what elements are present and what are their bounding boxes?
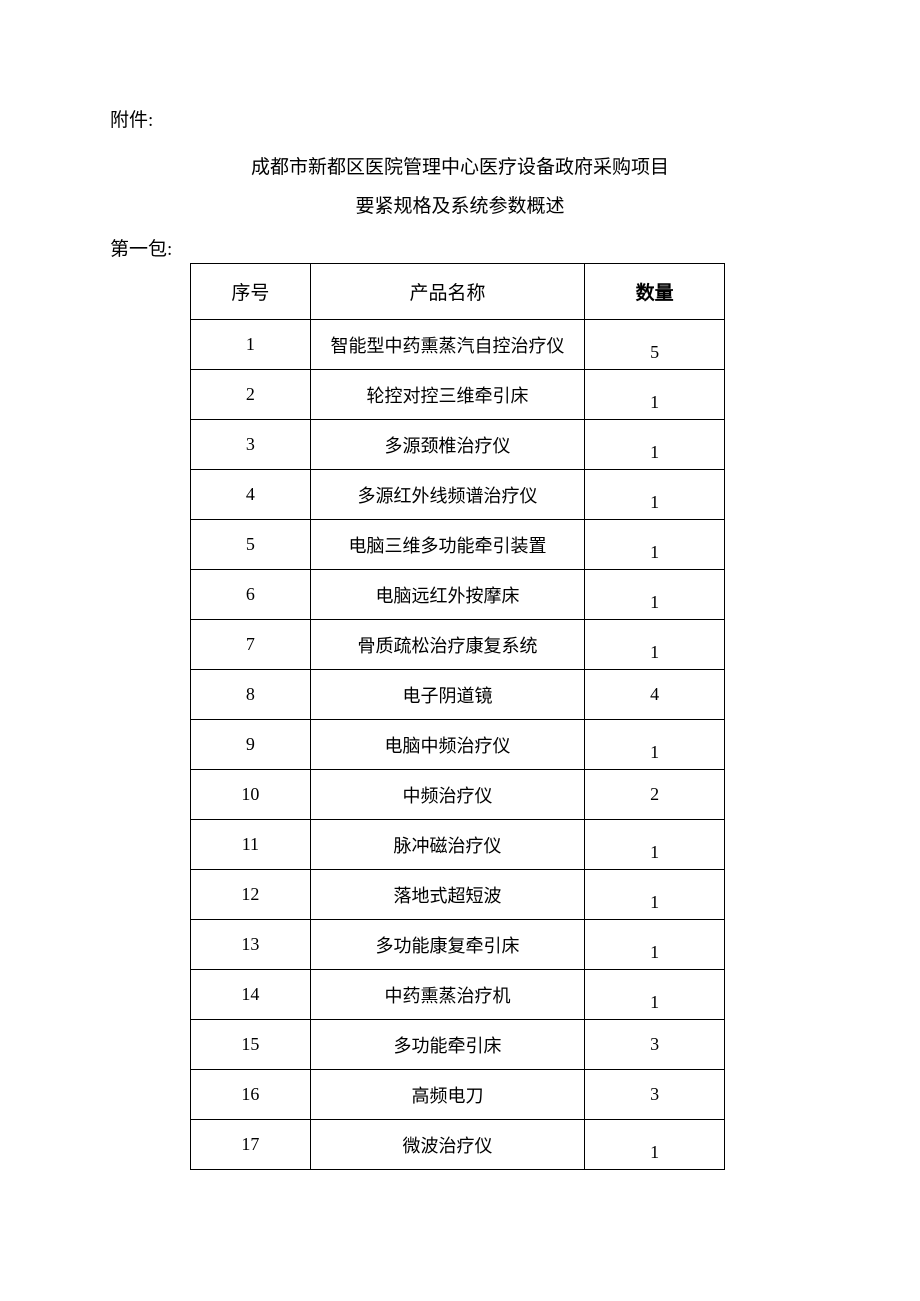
cell-qty: 1 <box>585 870 725 920</box>
cell-qty: 1 <box>585 620 725 670</box>
cell-name: 电脑中频治疗仪 <box>310 720 584 770</box>
cell-seq: 13 <box>191 920 311 970</box>
cell-qty: 1 <box>585 1120 725 1170</box>
cell-seq: 2 <box>191 370 311 420</box>
cell-qty: 3 <box>585 1020 725 1070</box>
cell-name: 骨质疏松治疗康复系统 <box>310 620 584 670</box>
cell-seq: 16 <box>191 1070 311 1120</box>
cell-qty: 1 <box>585 520 725 570</box>
cell-seq: 6 <box>191 570 311 620</box>
cell-name: 多源红外线频谱治疗仪 <box>310 470 584 520</box>
table-row: 3多源颈椎治疗仪1 <box>191 420 725 470</box>
cell-name: 轮控对控三维牵引床 <box>310 370 584 420</box>
cell-qty: 2 <box>585 770 725 820</box>
table-row: 11脉冲磁治疗仪1 <box>191 820 725 870</box>
cell-qty: 5 <box>585 320 725 370</box>
equipment-table-container: 序号 产品名称 数量 1智能型中药熏蒸汽自控治疗仪52轮控对控三维牵引床13多源… <box>190 263 810 1170</box>
cell-name: 电脑远红外按摩床 <box>310 570 584 620</box>
cell-name: 微波治疗仪 <box>310 1120 584 1170</box>
table-row: 4多源红外线频谱治疗仪1 <box>191 470 725 520</box>
cell-seq: 5 <box>191 520 311 570</box>
table-row: 8电子阴道镜4 <box>191 670 725 720</box>
table-row: 7骨质疏松治疗康复系统1 <box>191 620 725 670</box>
cell-seq: 1 <box>191 320 311 370</box>
cell-qty: 1 <box>585 820 725 870</box>
table-row: 9电脑中频治疗仪1 <box>191 720 725 770</box>
table-row: 15多功能牵引床3 <box>191 1020 725 1070</box>
cell-seq: 8 <box>191 670 311 720</box>
cell-seq: 3 <box>191 420 311 470</box>
cell-seq: 9 <box>191 720 311 770</box>
cell-seq: 10 <box>191 770 311 820</box>
cell-qty: 4 <box>585 670 725 720</box>
cell-seq: 17 <box>191 1120 311 1170</box>
package-label: 第一包: <box>110 234 810 261</box>
cell-name: 落地式超短波 <box>310 870 584 920</box>
table-row: 12落地式超短波1 <box>191 870 725 920</box>
table-row: 14中药熏蒸治疗机1 <box>191 970 725 1020</box>
cell-name: 高频电刀 <box>310 1070 584 1120</box>
cell-name: 智能型中药熏蒸汽自控治疗仪 <box>310 320 584 370</box>
table-row: 6电脑远红外按摩床1 <box>191 570 725 620</box>
cell-seq: 4 <box>191 470 311 520</box>
table-row: 10中频治疗仪2 <box>191 770 725 820</box>
cell-qty: 1 <box>585 720 725 770</box>
cell-name: 多功能康复牵引床 <box>310 920 584 970</box>
cell-name: 多功能牵引床 <box>310 1020 584 1070</box>
cell-name: 脉冲磁治疗仪 <box>310 820 584 870</box>
cell-qty: 1 <box>585 970 725 1020</box>
table-body: 1智能型中药熏蒸汽自控治疗仪52轮控对控三维牵引床13多源颈椎治疗仪14多源红外… <box>191 320 725 1170</box>
cell-qty: 1 <box>585 420 725 470</box>
cell-seq: 15 <box>191 1020 311 1070</box>
cell-seq: 11 <box>191 820 311 870</box>
cell-name: 多源颈椎治疗仪 <box>310 420 584 470</box>
cell-qty: 1 <box>585 920 725 970</box>
table-header-row: 序号 产品名称 数量 <box>191 264 725 320</box>
cell-seq: 12 <box>191 870 311 920</box>
cell-qty: 1 <box>585 570 725 620</box>
equipment-table: 序号 产品名称 数量 1智能型中药熏蒸汽自控治疗仪52轮控对控三维牵引床13多源… <box>190 263 725 1170</box>
header-name: 产品名称 <box>310 264 584 320</box>
document-title-line2: 要紧规格及系统参数概述 <box>110 191 810 218</box>
table-row: 17微波治疗仪1 <box>191 1120 725 1170</box>
document-title-line1: 成都市新都区医院管理中心医疗设备政府采购项目 <box>110 152 810 179</box>
cell-name: 电脑三维多功能牵引装置 <box>310 520 584 570</box>
table-row: 5电脑三维多功能牵引装置1 <box>191 520 725 570</box>
cell-qty: 1 <box>585 470 725 520</box>
attachment-label: 附件: <box>110 105 810 132</box>
cell-qty: 1 <box>585 370 725 420</box>
table-row: 16高频电刀3 <box>191 1070 725 1120</box>
header-seq: 序号 <box>191 264 311 320</box>
cell-name: 中频治疗仪 <box>310 770 584 820</box>
table-row: 1智能型中药熏蒸汽自控治疗仪5 <box>191 320 725 370</box>
cell-seq: 14 <box>191 970 311 1020</box>
table-row: 13多功能康复牵引床1 <box>191 920 725 970</box>
table-row: 2轮控对控三维牵引床1 <box>191 370 725 420</box>
cell-qty: 3 <box>585 1070 725 1120</box>
cell-name: 电子阴道镜 <box>310 670 584 720</box>
cell-name: 中药熏蒸治疗机 <box>310 970 584 1020</box>
header-qty: 数量 <box>585 264 725 320</box>
cell-seq: 7 <box>191 620 311 670</box>
